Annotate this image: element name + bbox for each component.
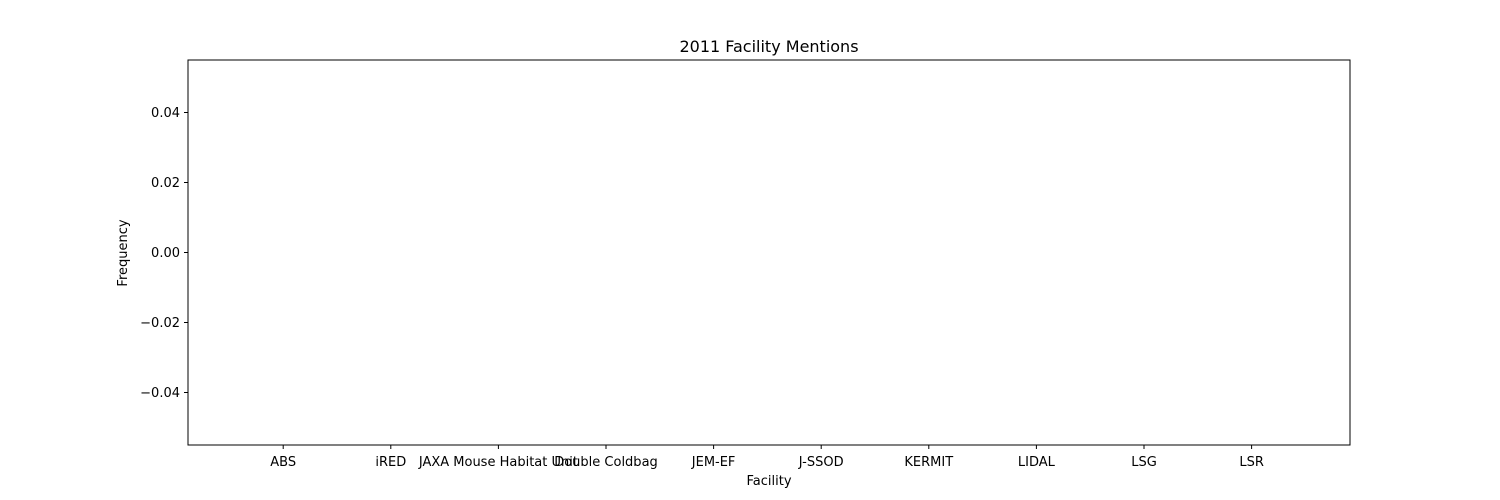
y-tick-label: 0.04 — [151, 106, 180, 121]
x-tick-label: LIDAL — [1018, 455, 1056, 470]
x-tick-label: ABS — [270, 455, 296, 470]
y-axis-label: Frequency — [116, 219, 131, 286]
x-tick-label: JEM-EF — [691, 455, 736, 470]
chart-title: 2011 Facility Mentions — [679, 37, 858, 56]
x-tick-label: J-SSOD — [798, 455, 844, 470]
y-tick-label: −0.04 — [140, 386, 180, 401]
plot-area-frame — [187, 59, 1351, 446]
x-tick-label: LSR — [1239, 455, 1264, 470]
y-axis: −0.04 −0.02 0.00 0.02 0.04 — [140, 106, 188, 401]
x-tick-label: iRED — [375, 455, 406, 470]
x-tick-label: LSG — [1131, 455, 1157, 470]
y-tick-label: 0.02 — [151, 176, 180, 191]
x-tick-label: KERMIT — [904, 455, 953, 470]
x-tick-label: Double Coldbag — [554, 455, 658, 470]
y-tick-label: 0.00 — [151, 246, 180, 261]
y-tick-label: −0.02 — [140, 316, 180, 331]
x-tick-label: JAXA Mouse Habitat Unit — [418, 455, 578, 470]
x-axis-label: Facility — [746, 474, 791, 489]
